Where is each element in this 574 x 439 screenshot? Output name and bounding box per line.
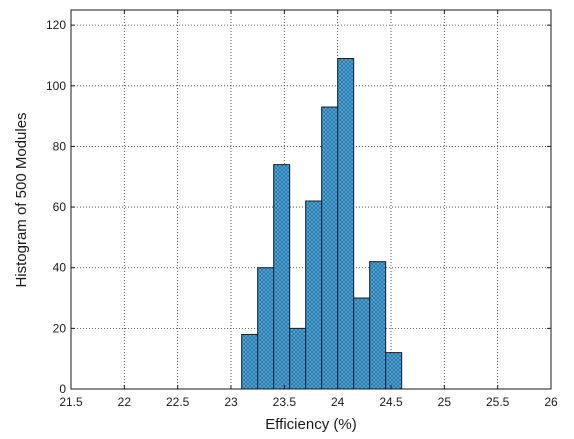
- histogram-bar: [289, 327, 307, 390]
- histogram-bar: [305, 200, 323, 390]
- x-tick-label: 22.5: [166, 395, 190, 409]
- histogram-bar: [257, 267, 275, 390]
- x-tick-label: 22: [118, 395, 132, 409]
- x-tick-label: 21.5: [59, 395, 83, 409]
- histogram-bar: [273, 164, 291, 390]
- y-axis-label: Histogram of 500 Modules: [13, 112, 30, 287]
- histogram-bar: [337, 58, 355, 390]
- x-tick-label: 23.5: [273, 395, 297, 409]
- x-axis-label: Efficiency (%): [265, 416, 356, 433]
- y-tick-label: 120: [46, 18, 66, 32]
- y-tick-label: 80: [53, 139, 67, 153]
- y-tick-label: 20: [53, 321, 67, 335]
- y-tick-label: 60: [53, 200, 67, 214]
- histogram-bar: [321, 106, 339, 390]
- x-tick-label: 24.5: [379, 395, 403, 409]
- x-tick-label: 23: [224, 395, 238, 409]
- x-tick-label: 26: [544, 395, 558, 409]
- plot-frame: [70, 9, 552, 390]
- histogram-bar: [353, 297, 371, 390]
- x-tick-label: 25: [438, 395, 452, 409]
- histogram-bar: [385, 352, 403, 390]
- y-axis-ticks: 0 20 40 60 80 100 120: [46, 18, 551, 396]
- histogram-bar: [369, 261, 387, 390]
- x-axis-ticks: 21.5 22 22.5 23 23.5 24 24.5 25 25.5 26: [59, 10, 558, 409]
- y-tick-label: 0: [59, 382, 66, 396]
- y-tick-label: 40: [53, 261, 67, 275]
- x-tick-label: 24: [331, 395, 345, 409]
- x-tick-label: 25.5: [486, 395, 510, 409]
- y-tick-label: 100: [46, 79, 66, 93]
- histogram-bar: [241, 333, 259, 390]
